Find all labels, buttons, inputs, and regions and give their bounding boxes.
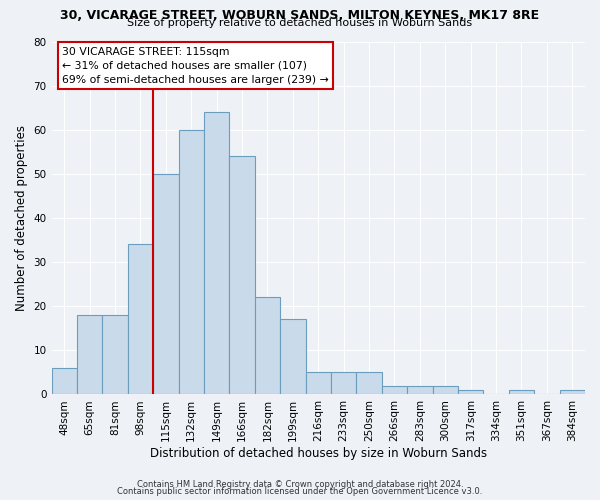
Text: Contains HM Land Registry data © Crown copyright and database right 2024.: Contains HM Land Registry data © Crown c… xyxy=(137,480,463,489)
Bar xyxy=(52,368,77,394)
Bar xyxy=(458,390,484,394)
Bar xyxy=(560,390,585,394)
Bar xyxy=(509,390,534,394)
Text: Size of property relative to detached houses in Woburn Sands: Size of property relative to detached ho… xyxy=(127,18,473,28)
Bar xyxy=(179,130,204,394)
X-axis label: Distribution of detached houses by size in Woburn Sands: Distribution of detached houses by size … xyxy=(150,447,487,460)
Bar xyxy=(103,315,128,394)
Bar xyxy=(128,244,153,394)
Bar xyxy=(407,386,433,394)
Bar xyxy=(204,112,229,395)
Bar xyxy=(153,174,179,394)
Bar xyxy=(77,315,103,394)
Bar xyxy=(255,298,280,394)
Bar xyxy=(229,156,255,394)
Bar xyxy=(305,372,331,394)
Text: 30, VICARAGE STREET, WOBURN SANDS, MILTON KEYNES, MK17 8RE: 30, VICARAGE STREET, WOBURN SANDS, MILTO… xyxy=(61,9,539,22)
Text: 30 VICARAGE STREET: 115sqm
← 31% of detached houses are smaller (107)
69% of sem: 30 VICARAGE STREET: 115sqm ← 31% of deta… xyxy=(62,47,329,85)
Bar xyxy=(433,386,458,394)
Bar xyxy=(280,320,305,394)
Y-axis label: Number of detached properties: Number of detached properties xyxy=(15,125,28,311)
Text: Contains public sector information licensed under the Open Government Licence v3: Contains public sector information licen… xyxy=(118,487,482,496)
Bar xyxy=(356,372,382,394)
Bar xyxy=(382,386,407,394)
Bar xyxy=(331,372,356,394)
